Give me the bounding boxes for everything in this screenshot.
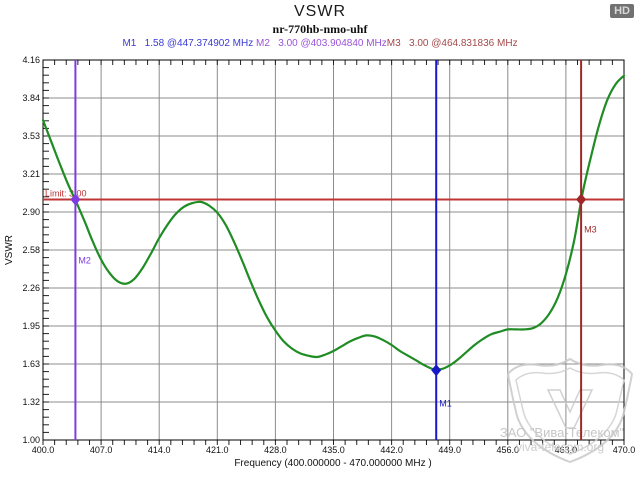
y-tick-label: 3.84 (22, 93, 40, 103)
series-layer (41, 74, 626, 371)
grid-layer (42, 59, 625, 441)
marker-label-m2: M2 (78, 255, 91, 265)
x-tick-label: 470.0 (613, 445, 636, 455)
y-tick-label: 2.26 (22, 283, 40, 293)
marker-readout-m3: M3 3.00 @464.831836 MHz (386, 38, 518, 49)
tick-layer (42, 59, 625, 445)
x-tick-label: 421.0 (206, 445, 229, 455)
chart-title: VSWR (294, 3, 346, 20)
x-tick-label: 442.0 (380, 445, 403, 455)
watermark-shield-inner-icon (515, 367, 625, 455)
marker-label-m3: M3 (584, 224, 597, 234)
x-tick-label: 435.0 (322, 445, 345, 455)
y-tick-label: 2.90 (22, 207, 40, 217)
frame-layer (42, 59, 625, 441)
y-tick-label: 1.00 (22, 435, 40, 445)
x-tick-label: 414.0 (148, 445, 171, 455)
x-tick-label: 449.0 (438, 445, 461, 455)
x-axis-title: Frequency (400.000000 - 470.000000 MHz ) (234, 458, 431, 469)
y-tick-label: 1.63 (22, 359, 40, 369)
tick-label-layer: 400.0 407.0 414.0 421.0 428.0 435.0 442.0 449.0… (22, 55, 635, 455)
y-tick-label: 2.58 (22, 245, 40, 255)
marker-layer: M1 M2 M3 (70, 60, 597, 440)
x-tick-label: 400.0 (32, 445, 55, 455)
vswr-curve (41, 74, 626, 371)
hd-badge: HD (610, 4, 634, 18)
chart-subtitle: nr-770hb-nmo-uhf (272, 22, 368, 36)
limit-label: Limit: 3.00 (45, 188, 87, 198)
y-tick-label: 4.16 (22, 55, 40, 65)
x-tick-label: 463.0 (555, 445, 578, 455)
marker-readout-m1: M1 1.58 @447.374902 MHz (122, 38, 256, 49)
marker-diamond-m2 (70, 193, 81, 206)
watermark-company: ЗАО "Вива-Телеком" (500, 425, 625, 440)
x-tick-label: 428.0 (264, 445, 287, 455)
marker-readout: M1 1.58 @447.374902 MHz M2 3.00 @403.904… (0, 38, 640, 49)
y-tick-label: 1.32 (22, 397, 40, 407)
x-tick-label: 456.0 (497, 445, 520, 455)
marker-diamond-m3 (576, 193, 587, 206)
watermark: ЗАО "Вива-Телеком" viva-telecom.org (500, 357, 634, 464)
y-tick-label: 3.21 (22, 169, 40, 179)
marker-diamond-m1 (431, 364, 442, 377)
limit-line-layer: Limit: 3.00 (43, 188, 624, 201)
y-axis-title: VSWR (4, 235, 15, 265)
marker-readout-m2: M2 3.00 @403.904840 MHz (256, 38, 387, 49)
y-tick-label: 1.95 (22, 321, 40, 331)
watermark-v-emblem-icon (546, 389, 594, 429)
plot-frame (42, 59, 625, 441)
watermark-site: viva-telecom.org (516, 440, 604, 454)
marker-label-m1: M1 (439, 398, 452, 408)
y-tick-label: 3.53 (22, 131, 40, 141)
x-tick-label: 407.0 (90, 445, 113, 455)
watermark-shield-icon (506, 357, 634, 464)
